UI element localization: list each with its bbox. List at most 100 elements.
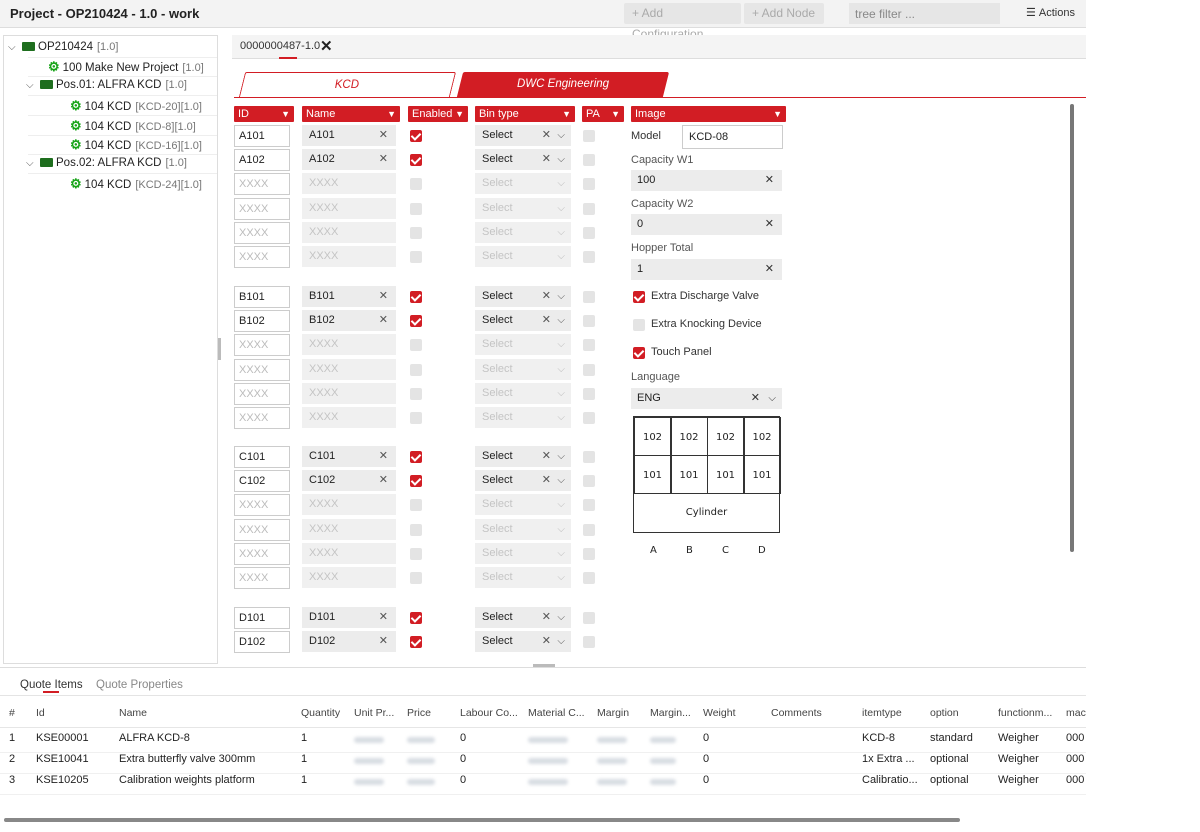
pa-checkbox[interactable]	[583, 363, 595, 376]
column-header[interactable]: functionm...	[998, 707, 1053, 719]
clear-icon[interactable]: ✕	[378, 635, 388, 648]
column-header-pa[interactable]: PA ▼	[582, 106, 624, 122]
tree-node-kcd[interactable]: ⚙ 104 KCD [KCD-8][1.0]	[56, 116, 196, 135]
horizontal-splitter-handle[interactable]	[533, 664, 555, 667]
bin-type-select[interactable]: Select ⌵	[475, 197, 571, 219]
bin-id-input[interactable]: B102	[234, 310, 290, 333]
clear-icon[interactable]: ✕	[378, 611, 388, 623]
bin-id-input[interactable]: A101	[234, 125, 290, 147]
column-header[interactable]: option	[930, 707, 959, 719]
table-row[interactable]: 3 KSE10205 Calibration weights platform 1 0 0…	[0, 774, 1086, 794]
tab-quote-properties[interactable]: Quote Properties	[96, 679, 183, 691]
clear-icon[interactable]: ✕	[378, 153, 388, 166]
column-header-id[interactable]: ID ▼	[234, 106, 294, 122]
close-icon[interactable]: ✕	[320, 38, 333, 55]
bin-id-input[interactable]: XXXX	[234, 567, 290, 589]
bin-type-select[interactable]: Select ✕ ⌵	[475, 286, 571, 307]
clear-icon[interactable]: ✕	[764, 218, 774, 230]
column-header-image[interactable]: Image ▼	[631, 106, 786, 122]
enabled-checkbox[interactable]	[410, 363, 422, 376]
clear-icon[interactable]: ✕	[541, 474, 551, 487]
bin-type-select[interactable]: Select ⌵	[475, 494, 571, 516]
bin-type-select[interactable]: Select ⌵	[475, 382, 571, 404]
bin-id-input[interactable]: XXXX	[234, 542, 290, 565]
enabled-checkbox[interactable]	[410, 291, 422, 303]
column-header[interactable]: itemtype	[862, 707, 902, 719]
enabled-checkbox[interactable]	[410, 130, 422, 142]
enabled-checkbox[interactable]	[410, 202, 422, 215]
column-header[interactable]: Margin	[597, 707, 630, 719]
clear-icon[interactable]: ✕	[541, 611, 551, 623]
model-input[interactable]: KCD-08	[682, 125, 783, 149]
add-configuration-button[interactable]: + Add Configuration	[624, 3, 741, 41]
bin-name-input[interactable]: XXXX	[302, 567, 396, 588]
pa-checkbox[interactable]	[583, 572, 595, 584]
bin-type-select[interactable]: Select ⌵	[475, 358, 571, 380]
column-header[interactable]: Id	[36, 707, 45, 719]
enabled-checkbox[interactable]	[410, 251, 422, 263]
bin-id-input[interactable]: XXXX	[234, 358, 290, 381]
bin-name-input[interactable]: XXXX	[302, 382, 396, 404]
bin-name-input[interactable]: XXXX	[302, 246, 396, 267]
bin-id-input[interactable]: XXXX	[234, 518, 290, 541]
bin-id-input[interactable]: XXXX	[234, 173, 290, 196]
bin-id-input[interactable]: XXXX	[234, 407, 290, 429]
bin-id-input[interactable]: B101	[234, 286, 290, 308]
column-header[interactable]: Weight	[703, 707, 736, 719]
enabled-checkbox[interactable]	[410, 636, 422, 649]
enabled-checkbox[interactable]	[410, 178, 422, 191]
pa-checkbox[interactable]	[583, 523, 595, 536]
column-header[interactable]: Price	[407, 707, 431, 719]
bin-name-input[interactable]: D101 ✕	[302, 607, 396, 628]
actions-button[interactable]: ☰ Actions	[1026, 6, 1078, 19]
bin-type-select[interactable]: Select ✕ ⌵	[475, 310, 571, 332]
bin-id-input[interactable]: XXXX	[234, 197, 290, 220]
bin-name-input[interactable]: XXXX	[302, 334, 396, 356]
tree-node-pos02[interactable]: ⌵ Pos.02: ALFRA KCD [1.0]	[26, 154, 187, 173]
chevron-down-icon[interactable]: ⌵	[26, 158, 34, 169]
pa-checkbox[interactable]	[583, 154, 595, 167]
pa-checkbox[interactable]	[583, 291, 595, 303]
enabled-checkbox[interactable]	[410, 523, 422, 536]
table-row[interactable]: 2 KSE10041 Extra butterfly valve 300mm 1 0 0 1…	[0, 753, 1086, 773]
pa-checkbox[interactable]	[583, 339, 595, 352]
enabled-checkbox[interactable]	[410, 154, 422, 167]
pa-checkbox[interactable]	[583, 636, 595, 649]
column-header[interactable]: Quantity	[301, 707, 341, 719]
column-header[interactable]: Comments	[771, 707, 822, 719]
column-header-bin-type[interactable]: Bin type ▼	[475, 106, 575, 122]
column-header-name[interactable]: Name ▼	[302, 106, 400, 122]
bin-type-select[interactable]: Select ⌵	[475, 407, 571, 428]
clear-icon[interactable]: ✕	[764, 263, 774, 275]
table-row[interactable]: 1 KSE00001 ALFRA KCD-8 1 0 0 KCD-8 standard Weig…	[0, 732, 1086, 752]
column-header-enabled[interactable]: Enabled ▼	[408, 106, 468, 122]
bin-type-select[interactable]: Select ⌵	[475, 542, 571, 564]
clear-icon[interactable]: ✕	[378, 290, 388, 302]
bin-name-input[interactable]: XXXX	[302, 494, 396, 516]
pa-checkbox[interactable]	[583, 202, 595, 215]
capacity-w1-field[interactable]: 100 ✕	[631, 170, 782, 191]
bin-type-select[interactable]: Select ⌵	[475, 567, 571, 588]
bin-name-input[interactable]: XXXX	[302, 358, 396, 380]
bin-id-input[interactable]: XXXX	[234, 494, 290, 517]
editor-tab-label[interactable]: 0000000487-1.0	[240, 40, 321, 52]
bin-type-select[interactable]: Select ⌵	[475, 221, 571, 243]
pa-checkbox[interactable]	[583, 387, 595, 400]
language-select[interactable]: ENG ✕ ⌵	[631, 388, 782, 409]
tree-node-pos01[interactable]: ⌵ Pos.01: ALFRA KCD [1.0]	[26, 76, 187, 95]
bin-id-input[interactable]: XXXX	[234, 382, 290, 405]
pa-checkbox[interactable]	[583, 178, 595, 191]
bin-name-input[interactable]: XXXX	[302, 407, 396, 428]
pa-checkbox[interactable]	[583, 315, 595, 328]
hopper-total-field[interactable]: 1 ✕	[631, 259, 782, 280]
extra-knocking-device-checkbox[interactable]	[633, 319, 645, 331]
chevron-down-icon[interactable]: ⌵	[26, 80, 34, 91]
column-header[interactable]: mac	[1066, 707, 1086, 719]
bin-type-select[interactable]: Select ⌵	[475, 334, 571, 356]
clear-icon[interactable]: ✕	[541, 314, 551, 327]
pa-checkbox[interactable]	[583, 475, 595, 488]
bin-name-input[interactable]: C102 ✕	[302, 470, 396, 492]
enabled-checkbox[interactable]	[410, 612, 422, 624]
enabled-checkbox[interactable]	[410, 547, 422, 560]
bin-type-select[interactable]: Select ⌵	[475, 518, 571, 540]
